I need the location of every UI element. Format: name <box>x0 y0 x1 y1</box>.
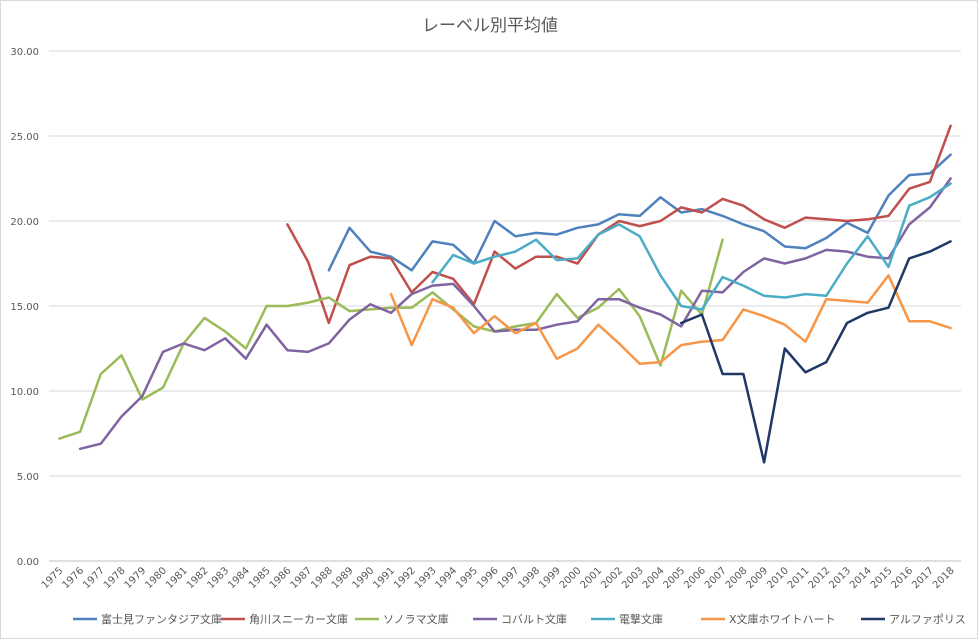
x-tick-label: 1992 <box>392 565 418 591</box>
x-tick-label: 1993 <box>413 565 439 591</box>
x-tick-label: 1979 <box>123 565 149 591</box>
legend-label: 角川スニーカー文庫 <box>249 612 348 626</box>
x-tick-label: 1981 <box>164 565 190 591</box>
legend-label: X文庫ホワイトハート <box>729 612 836 626</box>
x-tick-label: 1997 <box>496 565 522 591</box>
series-lines <box>58 124 952 464</box>
x-tick-label: 1975 <box>40 565 66 591</box>
series-line-3 <box>58 238 724 440</box>
legend-label: アルファポリス <box>889 613 966 626</box>
y-tick-label: 25.00 <box>10 132 39 143</box>
legend-label: 電撃文庫 <box>619 612 663 626</box>
x-tick-label: 1998 <box>516 565 542 591</box>
x-tick-label: 1990 <box>351 565 377 591</box>
legend: 富士見ファンタジア文庫 角川スニーカー文庫 ソノラマ文庫 コバルト文庫 電撃文庫 X文庫ホ… <box>73 612 966 626</box>
x-tick-label: 2012 <box>807 565 833 591</box>
x-tick-label: 1982 <box>185 565 211 591</box>
x-axis-ticks: 1975197619771978197919801981198219831984… <box>40 565 957 591</box>
x-tick-label: 1980 <box>143 565 169 591</box>
y-tick-label: 10.00 <box>10 387 39 398</box>
x-tick-label: 1991 <box>371 565 397 591</box>
y-tick-label: 5.00 <box>17 472 39 483</box>
x-tick-label: 1994 <box>434 565 460 591</box>
x-tick-label: 2013 <box>827 565 853 591</box>
x-tick-label: 1986 <box>268 565 294 591</box>
x-tick-label: 2008 <box>724 565 750 591</box>
x-tick-label: 1983 <box>206 565 232 591</box>
x-tick-label: 1999 <box>537 565 563 591</box>
x-tick-label: 2018 <box>931 565 957 591</box>
series-line-6 <box>389 274 952 366</box>
x-tick-label: 2006 <box>682 565 708 591</box>
y-axis-ticks: 0.00 5.00 10.00 15.00 20.00 25.00 30.00 <box>10 47 39 568</box>
x-tick-label: 2010 <box>765 565 791 591</box>
y-tick-label: 20.00 <box>10 217 39 228</box>
x-tick-label: 2007 <box>703 565 729 591</box>
x-tick-label: 2014 <box>848 565 874 591</box>
x-tick-label: 1976 <box>60 565 86 591</box>
x-tick-label: 2004 <box>641 565 667 591</box>
x-tick-label: 2016 <box>890 565 916 591</box>
series-line-2 <box>286 124 952 325</box>
chart-title: レーベル別平均値 <box>422 16 558 36</box>
legend-label: ソノラマ文庫 <box>383 612 449 626</box>
x-tick-label: 2002 <box>599 565 625 591</box>
x-tick-label: 1989 <box>330 565 356 591</box>
x-tick-label: 2003 <box>620 565 646 591</box>
x-tick-label: 2000 <box>558 565 584 591</box>
series-line-4 <box>78 177 952 451</box>
x-tick-label: 1996 <box>475 565 501 591</box>
legend-label: コバルト文庫 <box>501 612 567 626</box>
x-tick-label: 2009 <box>744 565 770 591</box>
x-tick-label: 1984 <box>226 565 252 591</box>
series-line-1 <box>327 153 952 272</box>
gridlines <box>49 50 961 562</box>
x-tick-label: 1985 <box>247 565 273 591</box>
x-tick-label: 1978 <box>102 565 128 591</box>
x-tick-label: 2005 <box>662 565 688 591</box>
x-tick-label: 2011 <box>786 565 812 591</box>
x-tick-label: 2015 <box>869 565 895 591</box>
y-tick-label: 0.00 <box>17 557 39 568</box>
x-tick-label: 1987 <box>288 565 314 591</box>
x-tick-label: 2001 <box>579 565 605 591</box>
legend-label: 富士見ファンタジア文庫 <box>101 612 222 626</box>
series-line-7 <box>679 240 952 464</box>
x-tick-label: 1995 <box>454 565 480 591</box>
series-line-5 <box>431 182 952 311</box>
x-tick-label: 1977 <box>81 565 107 591</box>
y-tick-label: 30.00 <box>10 47 39 58</box>
x-tick-label: 1988 <box>309 565 335 591</box>
x-tick-label: 2017 <box>910 565 936 591</box>
y-tick-label: 15.00 <box>10 302 39 313</box>
